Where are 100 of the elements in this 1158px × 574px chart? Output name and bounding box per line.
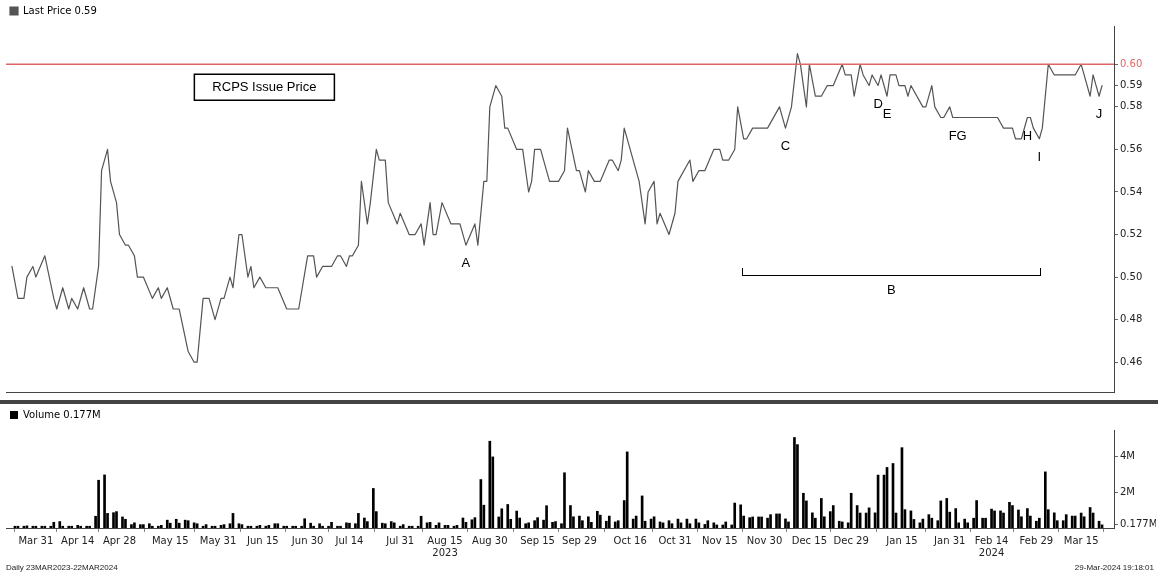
bar — [840, 521, 844, 528]
bar — [389, 521, 393, 528]
annotation: A — [461, 255, 471, 271]
bar — [527, 522, 530, 528]
x-tick-label: May 31 — [199, 534, 237, 546]
bar — [578, 515, 581, 528]
x-tick-label: Sep 15 — [520, 534, 555, 546]
bar — [76, 525, 80, 528]
x-tick-label: Nov 30 — [746, 534, 783, 546]
annotation: I — [1037, 148, 1042, 164]
x-tick-label: Aug 30 — [472, 534, 508, 546]
bar — [345, 522, 348, 528]
bar — [811, 512, 814, 528]
bar — [596, 510, 599, 528]
bar — [1008, 502, 1011, 528]
bar — [1070, 515, 1074, 528]
bar — [139, 524, 142, 528]
bar — [587, 516, 590, 528]
bar — [159, 525, 163, 528]
bar — [625, 451, 629, 528]
bar — [151, 525, 154, 528]
annotation: E — [882, 106, 892, 122]
annotation: G — [956, 127, 967, 143]
bar — [954, 508, 958, 528]
bar — [273, 523, 277, 528]
bar — [312, 525, 315, 528]
bar — [392, 522, 396, 528]
annotation: C — [780, 138, 791, 154]
bar — [712, 522, 716, 528]
bar — [186, 520, 190, 528]
bar — [733, 502, 737, 528]
x-tick-label: Aug 15 2023 — [427, 534, 463, 558]
bar — [282, 525, 286, 528]
bar — [398, 525, 402, 528]
bar — [831, 505, 835, 528]
bar — [963, 518, 966, 528]
bar — [760, 516, 763, 528]
x-tick-label: Apr 28 — [102, 534, 137, 546]
bar — [49, 525, 53, 528]
bar — [569, 505, 572, 528]
bar — [984, 517, 987, 528]
bar — [133, 522, 136, 528]
bar — [363, 517, 366, 528]
bar — [303, 518, 306, 528]
bar — [177, 522, 181, 528]
bar — [130, 524, 133, 528]
bar — [1043, 471, 1047, 528]
bar — [581, 520, 584, 528]
bar — [336, 525, 339, 528]
bar — [372, 488, 375, 528]
x-tick-label: Oct 31 — [658, 534, 692, 546]
bar — [291, 525, 295, 528]
bar — [945, 498, 949, 528]
bar — [769, 514, 772, 528]
bar — [739, 504, 743, 528]
x-tick-label: Apr 14 — [61, 534, 95, 546]
y-tick-label: 4M — [1120, 450, 1135, 462]
bar — [79, 525, 82, 528]
bar — [115, 511, 118, 528]
bar — [124, 518, 127, 528]
text: 29-Mar-2024 19:18:01 — [1074, 563, 1154, 572]
x-tick-label: May 15 — [151, 534, 189, 546]
bar — [775, 513, 778, 528]
bar — [506, 504, 510, 528]
bar — [88, 525, 91, 528]
x-tick-label: Mar 31 — [18, 534, 54, 546]
annotation: H — [1022, 127, 1033, 143]
bar — [327, 525, 330, 528]
bar — [174, 518, 178, 528]
bar — [488, 440, 492, 528]
y-tick-label: 0.46 — [1120, 355, 1143, 367]
y-tick-label: 0.59 — [1120, 79, 1143, 91]
bar — [607, 515, 611, 528]
bar — [975, 500, 978, 528]
bar — [524, 523, 527, 528]
y-tick-label: 0.58 — [1120, 100, 1143, 112]
bar — [802, 492, 805, 528]
x-tick-label: Jun 15 — [246, 534, 279, 546]
x-tick-label: Nov 15 — [702, 534, 738, 546]
bar — [330, 521, 333, 528]
bar — [793, 437, 796, 528]
bar — [1064, 514, 1068, 528]
bar — [58, 521, 62, 528]
bar — [1035, 520, 1038, 528]
bar — [616, 520, 620, 528]
bar — [264, 525, 268, 528]
bar — [148, 523, 151, 528]
x-tick-label: Feb 29 — [1019, 534, 1054, 546]
bar — [819, 498, 823, 528]
bar — [366, 521, 369, 528]
bar — [778, 513, 781, 528]
bar — [966, 522, 969, 528]
legend-label: Volume 0.177M — [23, 408, 101, 420]
bar — [604, 520, 608, 528]
text: Daily 23MAR2023-22MAR2024 — [6, 563, 118, 572]
annotation: F — [948, 127, 957, 143]
y-tick-label: 0.177M — [1120, 518, 1158, 530]
bar — [67, 525, 71, 528]
y-tick-label: 2M — [1120, 485, 1135, 497]
bar — [837, 520, 841, 528]
